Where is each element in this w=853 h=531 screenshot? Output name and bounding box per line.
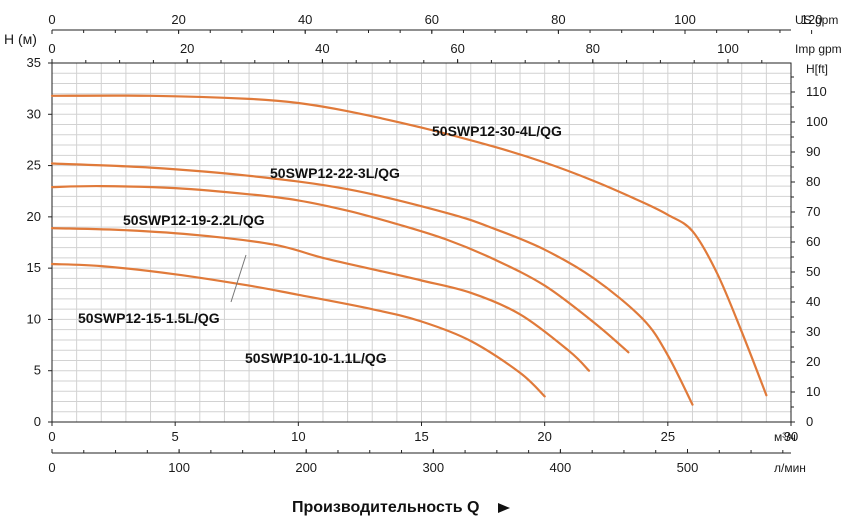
ft-tick-label: 40 — [806, 294, 820, 309]
ft-tick-label: 60 — [806, 234, 820, 249]
ft-tick-label: 20 — [806, 354, 820, 369]
impgpm-tick-label: 60 — [450, 41, 464, 56]
y-tick-label: 15 — [27, 260, 41, 275]
ft-tick-label: 100 — [806, 114, 828, 129]
y-axis-title: H (м) — [4, 31, 37, 47]
x-tick-label: 25 — [661, 429, 675, 444]
y-tick-label: 25 — [27, 158, 41, 173]
usgpm-tick-label: 60 — [425, 12, 439, 27]
y-tick-label: 5 — [34, 363, 41, 378]
usgpm-tick-label: 40 — [298, 12, 312, 27]
series-label-leader — [230, 254, 247, 303]
usgpm-tick-label: 120 — [801, 12, 823, 27]
series-curve — [50, 262, 546, 398]
usgpm-tick-label: 0 — [48, 12, 55, 27]
series-label: 50SWP12-19-2.2L/QG — [123, 212, 265, 228]
series-curve — [50, 162, 694, 406]
y-tick-label: 20 — [27, 209, 41, 224]
series-curve — [50, 184, 630, 354]
impgpm-tick-label: 0 — [48, 41, 55, 56]
lmin-tick-label: 100 — [168, 460, 190, 475]
x-tick-label: 15 — [414, 429, 428, 444]
x-tick-label: 10 — [291, 429, 305, 444]
curve-labels: 50SWP12-30-4L/QG 50SWP12-22-3L/QG 50SWP12-… — [78, 123, 562, 366]
grid — [52, 63, 792, 422]
ft-tick-label: 30 — [806, 324, 820, 339]
y-tick-label: 10 — [27, 311, 41, 326]
usgpm-tick-label: 20 — [171, 12, 185, 27]
impgpm-tick-label: 40 — [315, 41, 329, 56]
x-tick-label: 20 — [537, 429, 551, 444]
ft-tick-label: 10 — [806, 384, 820, 399]
x-unit-usgpm: US gpm — [795, 13, 838, 27]
usgpm-tick-label: 100 — [674, 12, 696, 27]
ft-tick-label: 50 — [806, 264, 820, 279]
impgpm-tick-label: 100 — [717, 41, 739, 56]
series-curve — [50, 227, 591, 372]
y-tick-label: 35 — [27, 55, 41, 70]
x-unit-impgpm: Imp gpm — [795, 42, 842, 56]
x-unit-lmin: л/мин — [774, 461, 806, 475]
lmin-tick-label: 400 — [550, 460, 572, 475]
ft-tick-label: 80 — [806, 174, 820, 189]
x-tick-label: 30 — [784, 429, 798, 444]
x-unit-m3h: м³/ч — [774, 430, 796, 444]
series-label: 50SWP10-10-1.1L/QG — [245, 350, 387, 366]
y-tick-label: 0 — [34, 414, 41, 429]
ft-tick-label: 110 — [806, 84, 827, 99]
lmin-tick-label: 200 — [295, 460, 317, 475]
series-label: 50SWP12-30-4L/QG — [432, 123, 562, 139]
usgpm-tick-label: 80 — [551, 12, 565, 27]
series-layer — [50, 94, 768, 406]
lmin-tick-label: 300 — [422, 460, 444, 475]
lmin-tick-label: 0 — [48, 460, 55, 475]
lmin-tick-label: 500 — [677, 460, 699, 475]
impgpm-tick-label: 20 — [180, 41, 194, 56]
x-axis-title: Производительность Q — [292, 499, 479, 516]
impgpm-tick-label: 80 — [586, 41, 600, 56]
x-tick-label: 5 — [172, 429, 179, 444]
y-tick-label: 30 — [27, 106, 41, 121]
y-axis-title-right: H[ft] — [806, 62, 828, 76]
series-curve — [50, 94, 768, 397]
series-label: 50SWP12-15-1.5L/QG — [78, 310, 220, 326]
x-tick-label: 0 — [48, 429, 55, 444]
series-label: 50SWP12-22-3L/QG — [270, 165, 400, 181]
ft-tick-label: 70 — [806, 204, 820, 219]
ft-tick-label: 0 — [806, 414, 813, 429]
ft-tick-label: 90 — [806, 144, 820, 159]
arrow-right-icon — [498, 503, 510, 513]
